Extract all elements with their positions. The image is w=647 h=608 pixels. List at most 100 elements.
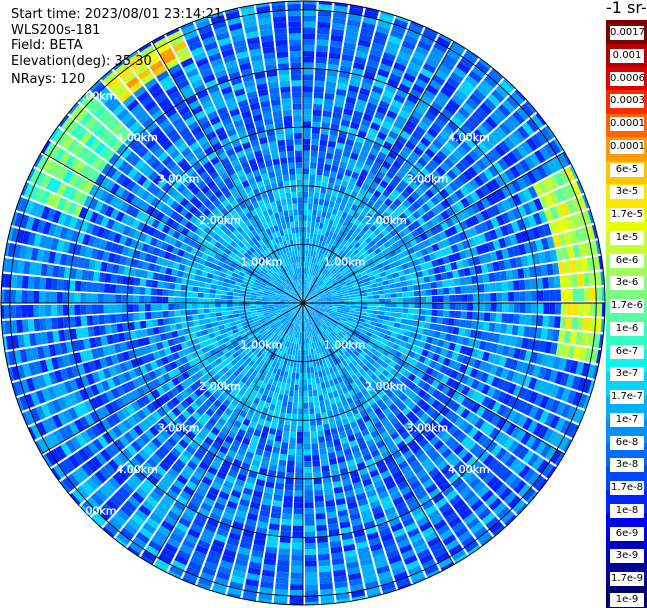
ray-cell [483, 322, 490, 331]
ray-cell [291, 378, 295, 384]
ray-cell [199, 319, 206, 325]
ray-cell [489, 323, 496, 332]
ray-cell [548, 277, 555, 289]
ray-cell [303, 139, 310, 145]
ray-cell [169, 283, 176, 290]
ray-cell [407, 314, 413, 320]
ray-cell [303, 145, 310, 151]
ray-cell [320, 193, 326, 200]
ray-cell [397, 303, 403, 308]
ray-cell [303, 63, 314, 69]
ray-cell [309, 192, 314, 198]
ray-cell [293, 361, 297, 367]
ray-cell [145, 304, 151, 311]
ray-cell [251, 308, 257, 311]
ray-cell [316, 519, 326, 526]
ray-cell [442, 318, 449, 325]
ray-cell [326, 212, 332, 219]
ray-cell [233, 310, 239, 314]
ray-cell [305, 332, 307, 338]
ray-cell [432, 296, 438, 302]
ray-cell [303, 27, 315, 33]
ray-cell [228, 288, 234, 292]
ray-cell [323, 424, 330, 431]
ray-cell [297, 356, 300, 362]
ray-cell [315, 407, 321, 413]
ray-cell [314, 484, 323, 491]
ray-cell [4, 290, 10, 304]
ray-cell [309, 402, 314, 408]
ray-cell [408, 297, 414, 302]
ray-cell [168, 290, 174, 296]
ray-cell [283, 507, 293, 514]
ray-cell [379, 294, 385, 298]
ray-cell [367, 310, 373, 314]
ray-cell [234, 289, 240, 293]
ray-cell [298, 414, 303, 420]
ray-cell [86, 305, 92, 315]
ray-cell [303, 162, 309, 168]
ray-cell [314, 396, 319, 402]
ray-cell [313, 204, 318, 210]
ray-cell [110, 304, 116, 313]
ray-cell [508, 303, 514, 313]
ray-cell [283, 395, 288, 402]
ray-cell [305, 262, 307, 268]
ray-cell [303, 186, 308, 192]
ray-cell [496, 313, 503, 322]
ray-cell [383, 320, 390, 325]
ray-cell [63, 305, 69, 316]
ray-cell [431, 289, 437, 295]
ray-cell [324, 164, 331, 171]
ray-cell [391, 303, 397, 307]
ray-cell [532, 303, 538, 314]
ray-cell [192, 292, 198, 297]
ray-cell [227, 300, 233, 303]
ray-cell [80, 293, 86, 303]
ray-cell [139, 287, 145, 295]
ray-cell [320, 406, 326, 413]
ray-cell [63, 292, 69, 303]
ray-cell [151, 312, 157, 319]
ray-cell [121, 295, 127, 303]
ray-cell [312, 210, 317, 216]
ray-cell [276, 572, 289, 579]
ray-cell [373, 295, 379, 299]
ray-cell [494, 323, 501, 333]
ray-cell [273, 392, 279, 399]
ray-cell [152, 319, 159, 327]
ray-cell [81, 281, 88, 291]
ray-cell [373, 307, 379, 311]
ray-cell [233, 293, 239, 297]
ray-cell [496, 293, 502, 302]
ray-cell [326, 152, 334, 159]
ray-cell [583, 318, 590, 331]
ray-cell [292, 543, 303, 549]
ray-cell [198, 314, 204, 319]
ray-cell [315, 75, 326, 82]
ray-cell [275, 583, 288, 590]
ray-cell [74, 305, 80, 315]
ray-cell [170, 276, 177, 283]
ray-cell [272, 500, 282, 507]
ray-cell [420, 309, 426, 315]
ray-cell [572, 289, 578, 301]
ray-cell [420, 290, 426, 296]
ray-cell [197, 298, 203, 303]
ray-cell [57, 317, 64, 328]
ray-cell [455, 311, 461, 318]
ray-cell [307, 221, 311, 227]
ray-cell [389, 317, 396, 322]
ray-cell [272, 506, 282, 513]
ray-cell [514, 303, 520, 313]
ray-cell [239, 297, 245, 300]
ray-cell [322, 388, 327, 395]
ray-cell [397, 298, 403, 303]
ray-cell [414, 297, 420, 302]
ray-cell [304, 444, 311, 450]
ray-cell [307, 227, 311, 233]
ray-cell [39, 305, 45, 317]
ray-cell [461, 311, 467, 319]
ray-cell [180, 291, 186, 297]
ray-cell [111, 274, 118, 283]
